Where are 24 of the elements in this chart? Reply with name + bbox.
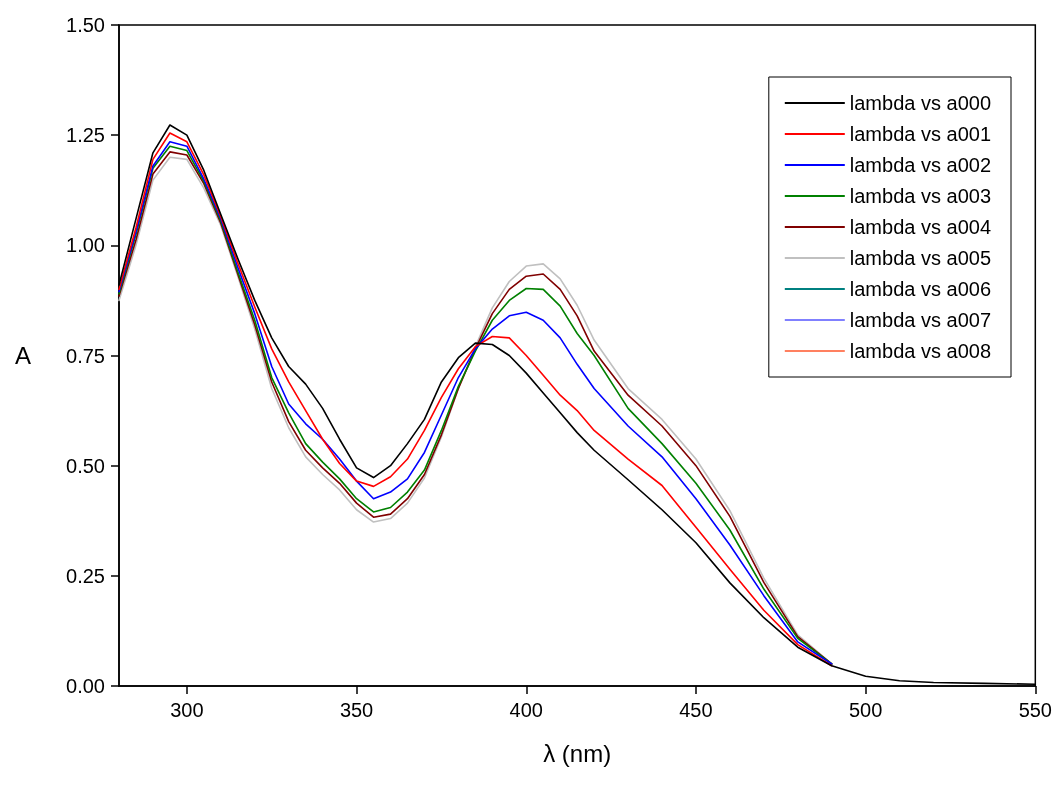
- y-tick-label: 1.25: [66, 124, 105, 147]
- x-tick-label: 350: [339, 699, 374, 721]
- x-tick-label: 500: [848, 699, 883, 721]
- legend-label: lambda vs a000: [849, 92, 991, 114]
- y-tick-label: 1.00: [66, 234, 105, 257]
- x-tick-label: 400: [509, 699, 543, 721]
- x-axis-title: λ (nm): [543, 739, 612, 767]
- legend-label: lambda vs a006: [849, 278, 991, 300]
- y-tick-label: 0.75: [66, 344, 105, 367]
- legend-label: lambda vs a001: [849, 123, 991, 145]
- y-tick-label: 1.50: [66, 14, 105, 36]
- y-tick-label: 0.00: [66, 675, 105, 697]
- legend-label: lambda vs a002: [849, 154, 991, 176]
- x-tick-label: 550: [1018, 699, 1052, 721]
- legend-label: lambda vs a004: [849, 216, 991, 238]
- y-axis-title: A: [14, 342, 31, 369]
- legend-label: lambda vs a003: [849, 185, 991, 207]
- x-tick-label: 300: [170, 699, 204, 721]
- legend-label: lambda vs a007: [849, 309, 991, 331]
- y-tick-label: 0.25: [66, 564, 105, 587]
- legend-label: lambda vs a005: [849, 247, 991, 269]
- legend-label: lambda vs a008: [849, 340, 991, 362]
- x-tick-label: 450: [679, 699, 713, 721]
- y-tick-label: 0.50: [66, 454, 105, 477]
